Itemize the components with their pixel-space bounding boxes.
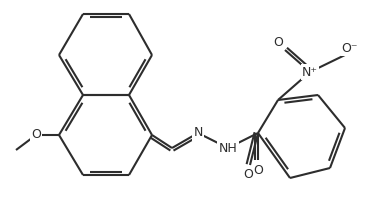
- Text: O⁻: O⁻: [342, 41, 358, 55]
- Text: O: O: [31, 129, 41, 141]
- Text: O: O: [273, 35, 283, 48]
- Text: NH: NH: [219, 141, 237, 154]
- Text: N⁺: N⁺: [302, 65, 318, 78]
- Text: N: N: [194, 127, 203, 140]
- Text: O: O: [243, 168, 253, 182]
- Text: O: O: [253, 164, 263, 177]
